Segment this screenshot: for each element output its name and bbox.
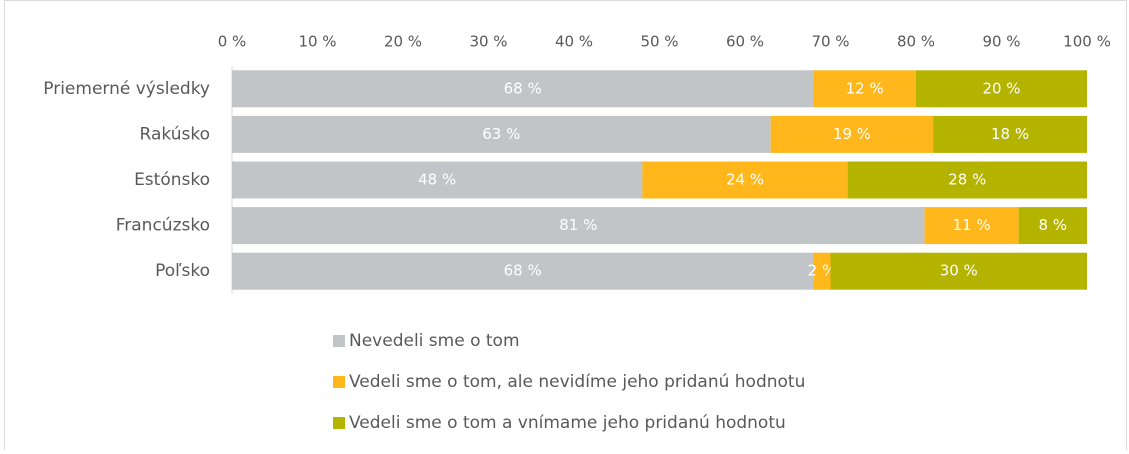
x-tick-label: 0 % (218, 33, 247, 51)
x-tick-label: 10 % (298, 33, 336, 51)
x-tick-label: 100 % (1063, 33, 1111, 51)
x-tick-label: 90 % (982, 33, 1020, 51)
legend-swatch (333, 417, 345, 429)
legend-swatch (333, 376, 345, 388)
x-tick-label: 60 % (726, 33, 764, 51)
bar-segment (232, 115, 771, 153)
y-tick-label: Priemerné výsledky (43, 79, 210, 99)
bar-segment (232, 161, 643, 199)
y-tick-label: Francúzsko (116, 216, 210, 236)
data-label: 11 % (953, 216, 991, 234)
data-label: 24 % (726, 171, 764, 189)
data-label: 68 % (504, 79, 542, 97)
data-label: 28 % (948, 171, 986, 189)
y-tick-label: Rakúsko (140, 124, 210, 144)
data-label: 12 % (846, 79, 884, 97)
x-tick-label: 40 % (555, 33, 593, 51)
data-label: 30 % (940, 262, 978, 280)
x-tick-label: 70 % (811, 33, 849, 51)
data-label: 68 % (504, 262, 542, 280)
data-label: 8 % (1039, 216, 1068, 234)
bar-segment (933, 115, 1087, 153)
bar-segment (924, 207, 1019, 245)
bar-segment (813, 70, 916, 108)
data-label: 19 % (833, 125, 871, 143)
legend-label: Vedeli sme o tom, ale nevidíme jeho prid… (349, 372, 805, 392)
bar-segment (1018, 207, 1087, 245)
bar-segment (916, 70, 1087, 108)
bar-segment (642, 161, 848, 199)
legend-swatch (333, 335, 345, 347)
bar-segment (813, 252, 831, 290)
data-label: 48 % (418, 171, 456, 189)
data-label: 81 % (559, 216, 597, 234)
x-tick-label: 20 % (384, 33, 422, 51)
chart-frame (4, 0, 1127, 454)
x-tick-label: 80 % (897, 33, 935, 51)
bar-segment (232, 70, 814, 108)
bar-segment (232, 252, 814, 290)
data-label: 2 % (808, 262, 837, 280)
legend-label: Nevedeli sme o tom (349, 331, 520, 351)
data-label: 18 % (991, 125, 1029, 143)
bar-segment (232, 207, 925, 245)
legend-label: Vedeli sme o tom a vnímame jeho pridanú … (349, 413, 786, 433)
data-label: 20 % (982, 79, 1020, 97)
y-tick-label: Poľsko (155, 261, 210, 281)
x-tick-label: 30 % (469, 33, 507, 51)
data-label: 63 % (482, 125, 520, 143)
bar-segment (847, 161, 1087, 199)
y-tick-label: Estónsko (134, 170, 210, 190)
x-tick-label: 50 % (640, 33, 678, 51)
bar-segment (770, 115, 934, 153)
bar-segment (830, 252, 1087, 290)
